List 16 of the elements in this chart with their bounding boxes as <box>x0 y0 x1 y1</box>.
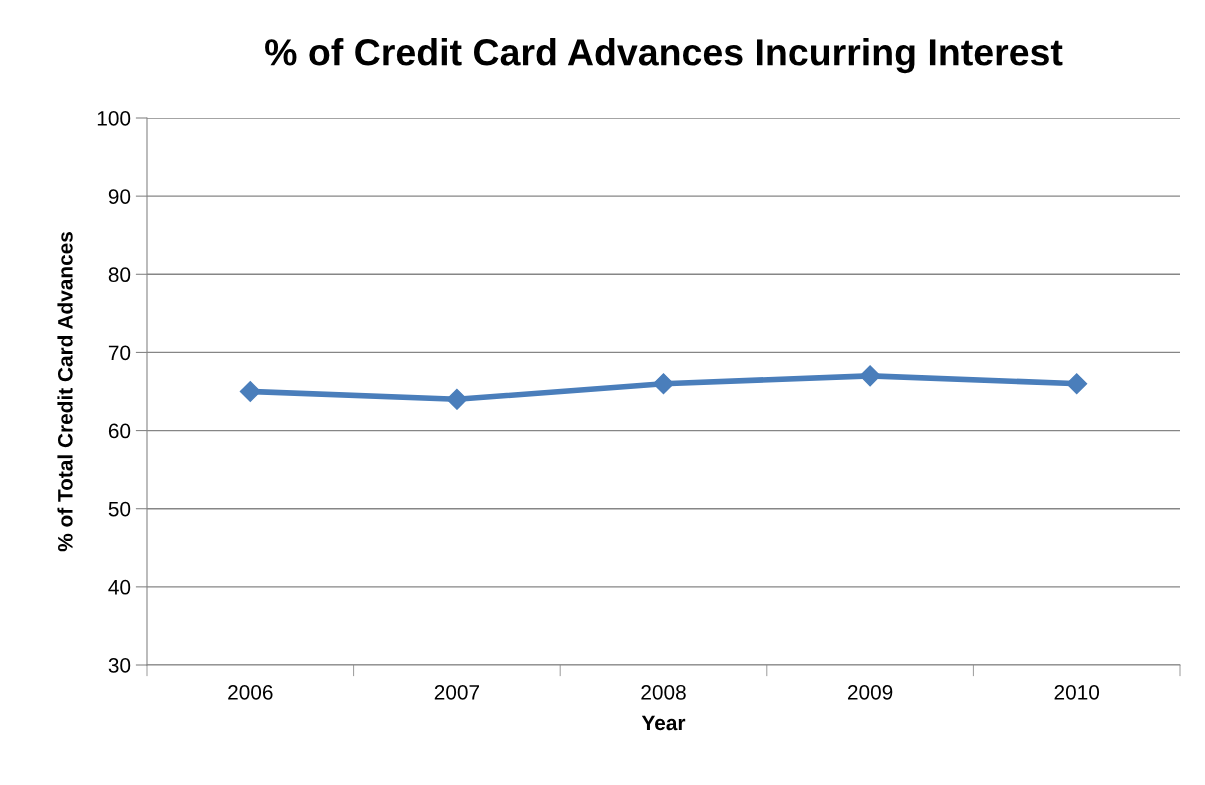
x-tick-label: 2010 <box>1054 684 1100 700</box>
y-tick-label: 100 <box>97 111 131 126</box>
x-tick-label: 2009 <box>847 684 893 700</box>
y-tick-label: 70 <box>108 345 131 361</box>
x-tick-label: 2007 <box>434 684 480 700</box>
x-axis-title: Year <box>641 715 686 731</box>
y-tick-label: 40 <box>108 579 131 595</box>
y-tick-label: 80 <box>108 267 131 283</box>
chart-title: % of Credit Card Advances Incurring Interest <box>265 38 1063 74</box>
x-tick-label: 2008 <box>641 684 686 700</box>
y-tick-label: 50 <box>108 501 131 517</box>
y-tick-label: 60 <box>108 423 131 439</box>
y-tick-label: 90 <box>108 189 131 204</box>
y-axis-title: % of Total Credit Card Advances <box>57 232 73 552</box>
x-tick-label: 2006 <box>228 684 273 700</box>
y-tick-label: 30 <box>108 658 131 673</box>
